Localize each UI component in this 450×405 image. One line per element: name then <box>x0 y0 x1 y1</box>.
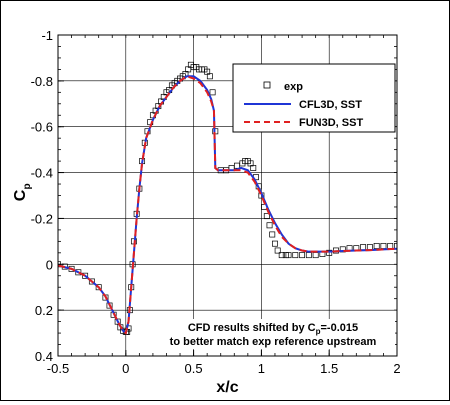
exp-data-point <box>360 244 367 251</box>
annotation-line-1: CFD results shifted by Cp=-0.015 <box>188 322 358 336</box>
exp-data-point <box>278 252 285 259</box>
annotation-line-1-main: CFD results shifted by C <box>188 322 316 334</box>
ticks: -0.5 0 0.5 1 1.5 2 -1 -0.8 -0.6 -0.4 -0.2 0 0.2 0.4 <box>31 28 401 376</box>
legend: exp CFL3D, SST FUN3D, SST <box>232 63 396 133</box>
exp-data-point <box>269 231 276 238</box>
exp-data-point <box>312 252 319 259</box>
x-tick-label: 2 <box>393 361 400 376</box>
exp-data-point <box>387 242 394 249</box>
y-tick-label: 0 <box>46 257 53 272</box>
exp-data-point <box>274 247 281 254</box>
y-axis-label-subscript: p <box>22 183 33 189</box>
x-tick-label: -0.5 <box>47 361 69 376</box>
exp-data-point <box>82 272 89 279</box>
y-tick-label: -0.4 <box>31 166 53 181</box>
x-tick-label: 1 <box>258 361 265 376</box>
exp-data-point <box>380 242 387 249</box>
y-axis-label: C <box>12 189 29 201</box>
exp-data-point <box>373 242 380 249</box>
y-tick-label: 0.2 <box>35 303 53 318</box>
series-clip-group <box>58 61 397 335</box>
exp-data-point <box>366 244 373 251</box>
exp-data-point <box>272 240 278 247</box>
exp-data-point <box>263 213 270 220</box>
legend-marker-exp <box>263 81 271 89</box>
exp-data-point <box>206 73 213 80</box>
exp-data-point <box>234 162 240 169</box>
annotation-line-1-suffix: =-0.015 <box>321 322 359 334</box>
y-tick-label: -0.2 <box>31 211 53 226</box>
series-layer <box>58 61 397 335</box>
exp-data-point <box>209 89 216 96</box>
exp-data-point <box>95 284 102 291</box>
exp-data-point <box>305 252 312 259</box>
legend-label-exp: exp <box>284 81 303 93</box>
annotation-line-2: to better match exp reference upstream <box>170 336 377 348</box>
legend-box <box>232 63 396 133</box>
exp-data-point <box>88 278 95 285</box>
annotation-line-1-subscript: p <box>316 327 321 336</box>
y-tick-label: 0.4 <box>35 349 53 364</box>
exp-data-point <box>266 222 273 229</box>
exp-data-point <box>75 269 82 276</box>
exp-data-point <box>299 252 306 259</box>
x-tick-label: 1.5 <box>320 361 338 376</box>
exp-data-point <box>285 252 292 259</box>
y-tick-label: -0.6 <box>31 120 53 135</box>
y-axis-label-group: C p <box>12 183 33 201</box>
legend-label-cfl3d: CFL3D, SST <box>299 99 362 111</box>
exp-data-point <box>250 165 257 171</box>
series-fun3d-line <box>58 75 397 335</box>
annotation: CFD results shifted by Cp=-0.015 to bett… <box>151 319 395 349</box>
exp-data-point <box>292 252 299 259</box>
y-tick-label: -0.8 <box>31 74 53 89</box>
x-tick-label: 0 <box>122 361 129 376</box>
annotation-background <box>151 319 395 349</box>
x-tick-label: 0.5 <box>185 361 203 376</box>
x-axis-label: x/c <box>216 379 238 396</box>
y-tick-label: -1 <box>41 28 53 43</box>
legend-label-fun3d: FUN3D, SST <box>299 117 363 129</box>
exp-data-point <box>326 249 333 256</box>
